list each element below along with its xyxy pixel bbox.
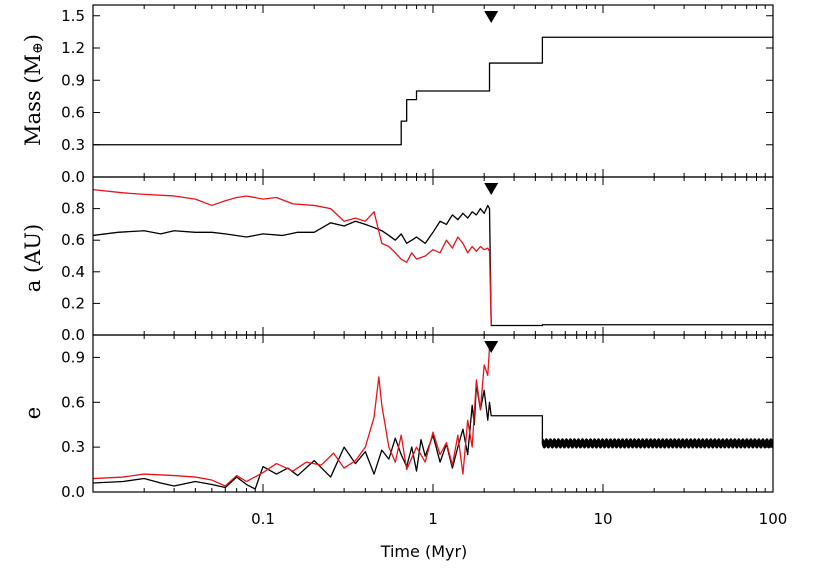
panel-frame bbox=[92, 334, 774, 493]
event-marker bbox=[484, 11, 499, 23]
y-tick-label: 0.0 bbox=[61, 483, 85, 501]
event-marker bbox=[484, 341, 499, 353]
x-tick-label: 100 bbox=[759, 510, 788, 528]
x-axis-label: Time (Myr) bbox=[380, 542, 468, 561]
y-tick-label: 0.9 bbox=[61, 71, 85, 89]
panel-series-group bbox=[93, 36, 773, 146]
y-tick-label: 0.0 bbox=[61, 168, 85, 186]
series-line-mass-0 bbox=[93, 36, 773, 146]
panel-mass: 0.0 0.3 0.6 0.9 1.2 1.5 bbox=[61, 4, 774, 186]
series-line-semimajor-1 bbox=[93, 188, 492, 326]
panel-series-group bbox=[93, 346, 773, 490]
series-line-eccentricity-2 bbox=[541, 438, 773, 449]
y-tick-label: 0.0 bbox=[61, 326, 85, 344]
plot-layer: 0.00.30.60.91.21.50.00.20.40.60.80.00.30… bbox=[61, 4, 788, 528]
y-tick-label: 1.2 bbox=[61, 39, 85, 57]
y-tick-label: 0.3 bbox=[61, 136, 85, 154]
panel-frame bbox=[92, 176, 774, 336]
panel-eccentricity: 0.0 0.3 0.6 0.9 bbox=[61, 334, 774, 501]
earth-mass-symbol: ⊕ bbox=[30, 42, 46, 54]
y-tick-label: 0.2 bbox=[61, 294, 85, 312]
panel-semimajor: 0.0 0.2 0.4 0.6 0.8 bbox=[61, 176, 774, 344]
event-marker bbox=[484, 183, 499, 195]
panel-series-group bbox=[93, 188, 773, 327]
y-tick-label: 1.5 bbox=[61, 7, 85, 25]
series-line-semimajor-0 bbox=[93, 204, 773, 327]
x-tick-label: 10 bbox=[593, 510, 612, 528]
x-tick-label: 1 bbox=[428, 510, 438, 528]
semimajor-axis-label: a (AU) bbox=[21, 224, 45, 292]
y-tick-label: 0.3 bbox=[61, 438, 85, 456]
y-tick-label: 0.8 bbox=[61, 200, 85, 218]
mass-axis-label: Mass (M⊕) bbox=[21, 34, 46, 146]
y-tick-label: 0.6 bbox=[61, 231, 85, 249]
y-tick-label: 0.6 bbox=[61, 393, 85, 411]
y-tick-label: 0.9 bbox=[61, 348, 85, 366]
y-tick-label: 0.6 bbox=[61, 104, 85, 122]
series-line-eccentricity-1 bbox=[93, 346, 491, 487]
y-tick-label: 0.4 bbox=[61, 263, 85, 281]
x-tick-label: 0.1 bbox=[251, 510, 275, 528]
eccentricity-axis-label: e bbox=[21, 407, 45, 419]
